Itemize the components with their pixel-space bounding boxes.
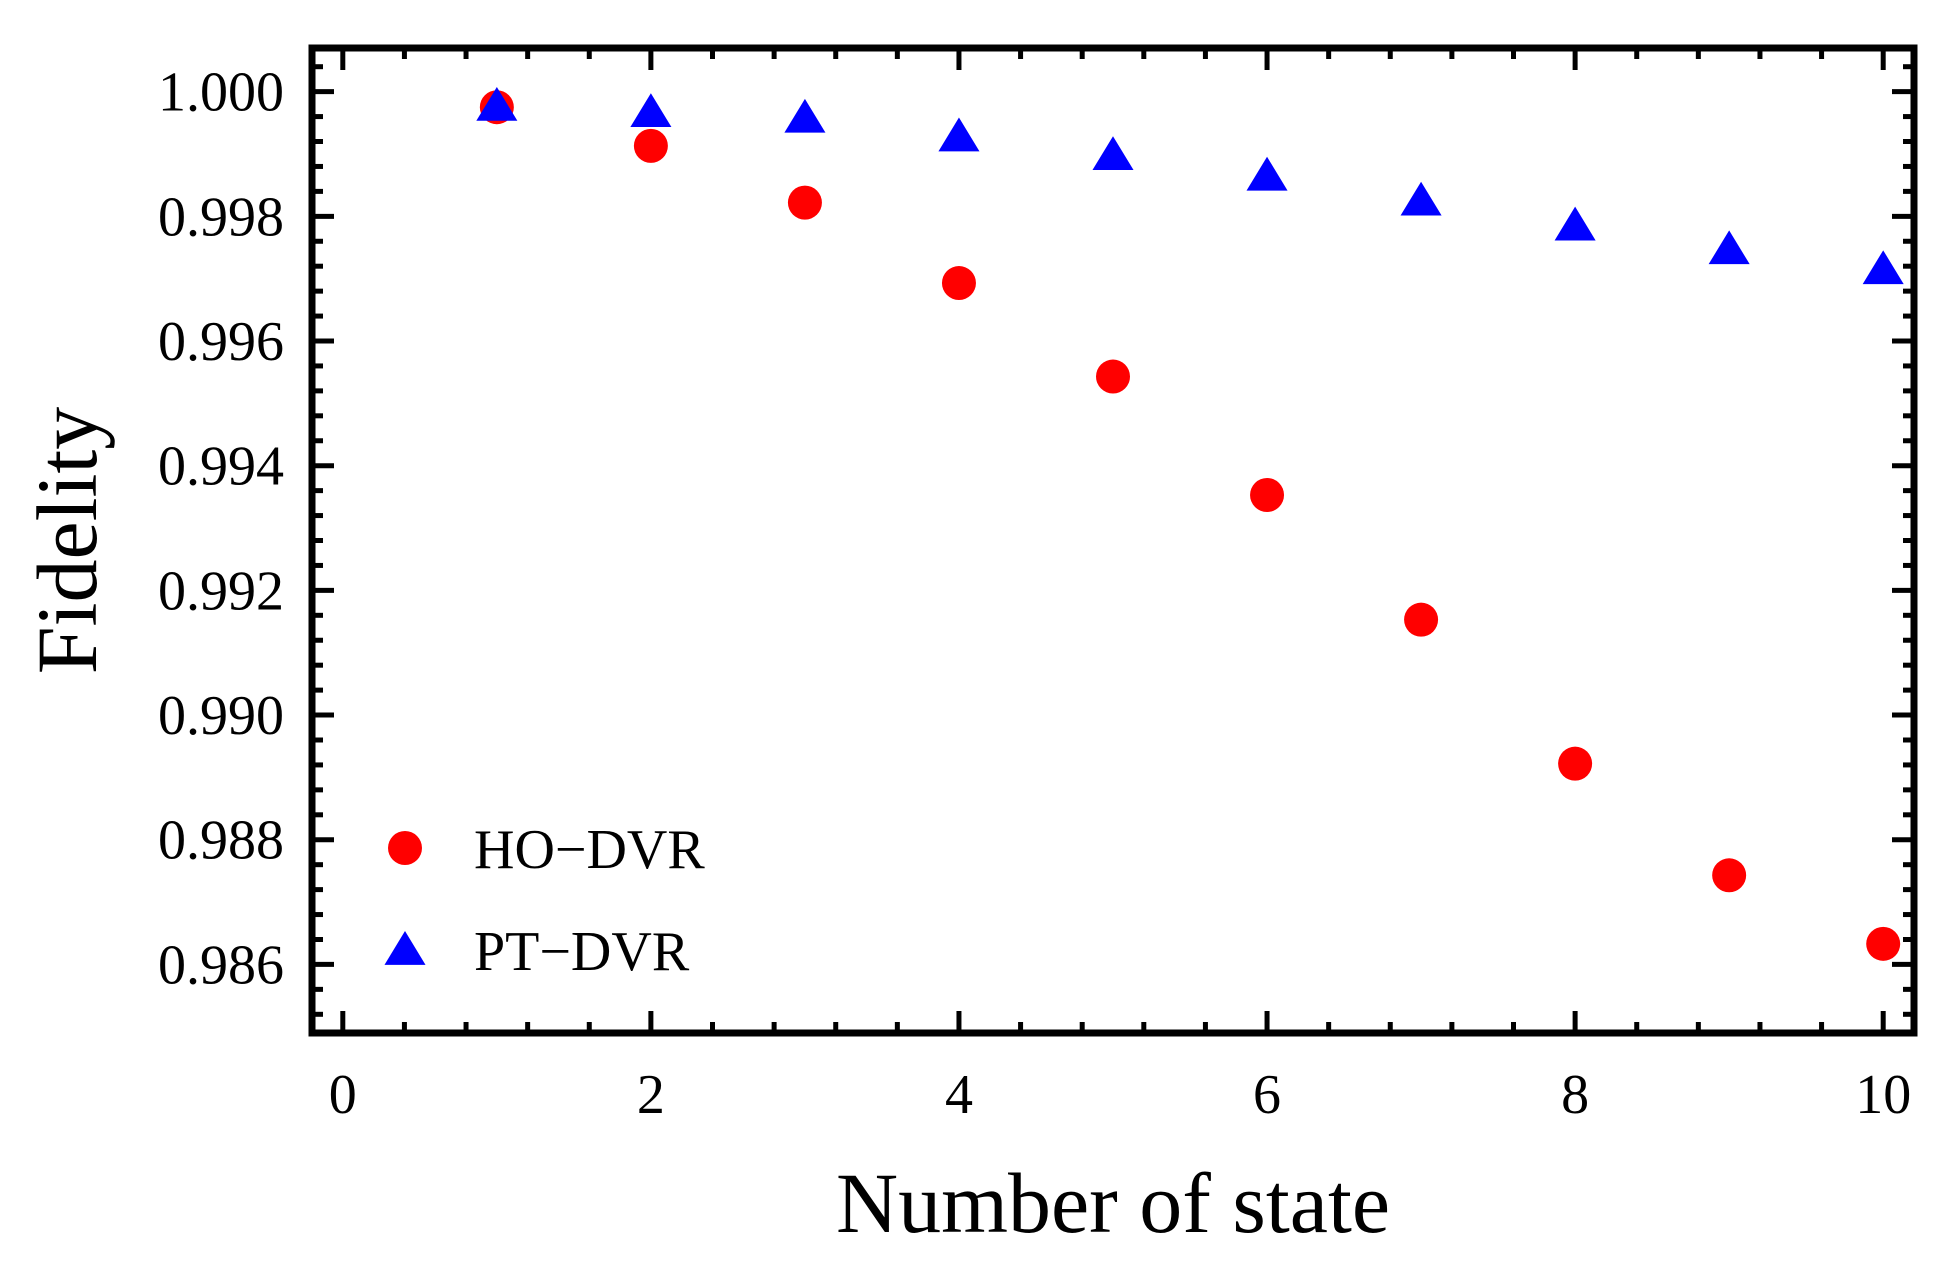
x-tick-label: 0 bbox=[329, 1064, 357, 1126]
plot-frame bbox=[308, 44, 1918, 1037]
ho-dvr-point bbox=[1712, 858, 1747, 893]
pt-dvr-point bbox=[784, 98, 826, 133]
legend-label-ho-dvr: HO−DVR bbox=[474, 819, 705, 881]
pt-dvr-point bbox=[630, 93, 672, 128]
ho-dvr-point bbox=[1404, 602, 1439, 637]
pt-dvr-point bbox=[476, 86, 518, 121]
y-tick-label: 0.998 bbox=[158, 186, 284, 248]
pt-dvr-point bbox=[1246, 156, 1288, 191]
pt-dvr-point bbox=[1862, 250, 1904, 285]
y-tick-label: 0.994 bbox=[158, 436, 284, 498]
pt-dvr-point bbox=[1400, 181, 1442, 216]
pt-dvr-point bbox=[938, 117, 980, 152]
pt-dvr-point bbox=[1554, 206, 1596, 241]
x-tick-label: 8 bbox=[1561, 1064, 1589, 1126]
ho-dvr-point bbox=[1096, 359, 1130, 394]
ho-dvr-point bbox=[787, 185, 822, 220]
x-tick-label: 6 bbox=[1253, 1064, 1281, 1126]
x-tick-label: 4 bbox=[945, 1064, 973, 1126]
ho-dvr-point bbox=[941, 266, 976, 301]
y-tick-label: 0.996 bbox=[158, 311, 284, 373]
data-points bbox=[476, 86, 1904, 961]
legend-marker-pt-dvr bbox=[384, 931, 426, 965]
x-tick-label: 10 bbox=[1855, 1064, 1911, 1126]
legend: HO−DVR PT−DVR bbox=[384, 819, 705, 983]
pt-dvr-point bbox=[1092, 136, 1134, 171]
ho-dvr-point bbox=[1250, 477, 1285, 512]
y-tick-label: 0.986 bbox=[158, 934, 284, 996]
tick-labels: 0 2 4 6 8 10 0.986 0.988 0.990 0.992 0.994 0.996 0.9… bbox=[158, 62, 1911, 1126]
y-tick-label: 1.000 bbox=[158, 62, 284, 124]
ho-dvr-point bbox=[633, 128, 668, 163]
ho-dvr-point bbox=[1558, 746, 1593, 781]
y-axis-title: Fidelity bbox=[19, 407, 115, 675]
x-axis-title: Number of state bbox=[836, 1155, 1390, 1251]
legend-marker-ho-dvr bbox=[388, 831, 422, 865]
ho-dvr-point bbox=[1866, 926, 1901, 961]
y-tick-label: 0.988 bbox=[158, 810, 284, 872]
legend-label-pt-dvr: PT−DVR bbox=[474, 921, 690, 983]
y-tick-label: 0.990 bbox=[158, 685, 284, 747]
x-tick-label: 2 bbox=[637, 1064, 665, 1126]
y-tick-label: 0.992 bbox=[158, 560, 284, 622]
pt-dvr-point bbox=[1708, 230, 1750, 265]
